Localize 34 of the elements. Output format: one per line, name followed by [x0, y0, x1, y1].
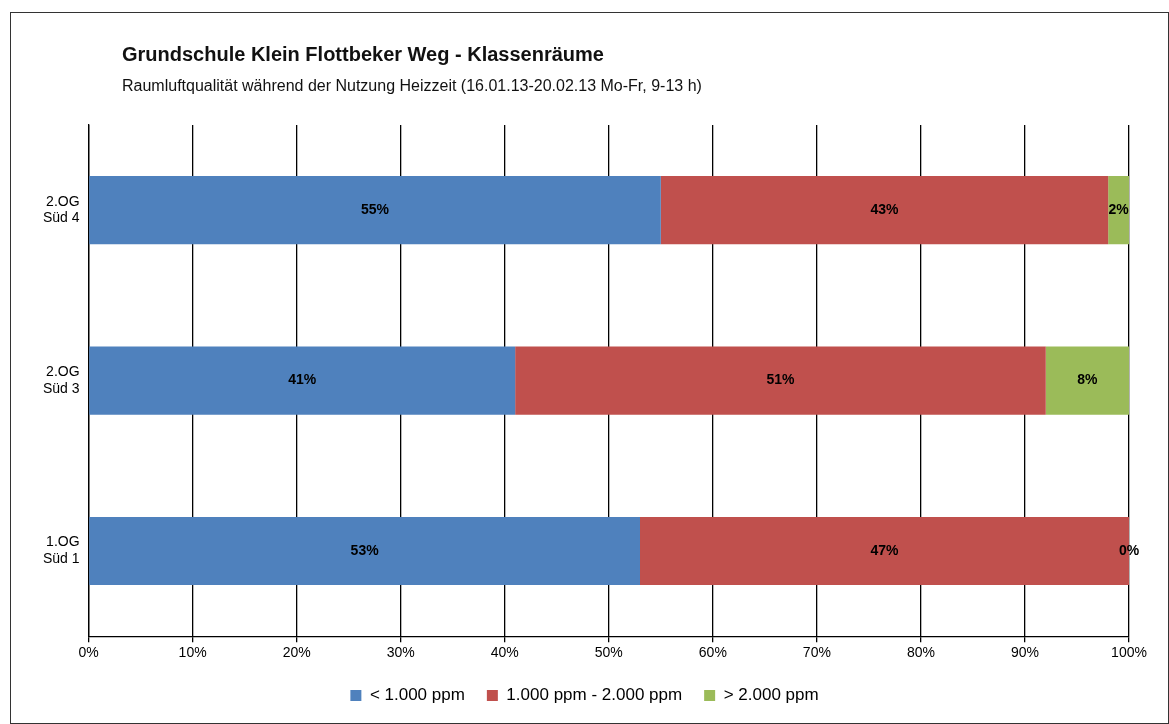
data-label: 53% — [350, 541, 380, 558]
bar — [89, 516, 641, 586]
chart-subtitle: Raumluftqualität während der Nutzung Heizzeit (16.01.13-20.02.13 Mo-Fr, 9-13 h) — [122, 77, 702, 95]
x-tick-label: 100% — [1111, 644, 1147, 661]
bar — [1108, 176, 1129, 245]
legend-label: > 2.000 ppm — [723, 685, 819, 705]
bar — [89, 176, 661, 245]
bar — [1045, 346, 1129, 415]
data-label: 8% — [1077, 371, 1099, 388]
data-label: 43% — [870, 201, 900, 218]
bar — [515, 346, 1046, 415]
bar — [89, 346, 516, 415]
x-tick-label: 50% — [594, 644, 623, 661]
y-tick-label: 2.OG Süd 3 — [42, 363, 80, 396]
bar — [660, 176, 1109, 245]
data-label: 55% — [361, 201, 390, 218]
data-label: 51% — [766, 371, 796, 388]
x-tick-label: 10% — [178, 644, 207, 661]
data-label: 47% — [870, 541, 900, 558]
legend-label: 1.000 ppm - 2.000 ppm — [506, 685, 683, 705]
x-tick-label: 40% — [490, 644, 519, 661]
data-label: 2% — [1108, 201, 1130, 218]
x-tick-label: 90% — [1010, 644, 1039, 661]
y-tick-label: 1.OG Süd 1 — [42, 533, 80, 567]
x-tick-label: 70% — [802, 644, 831, 661]
x-tick-label: 30% — [386, 644, 415, 661]
chart-title: Grundschule Klein Flottbeker Weg - Klassenräume — [122, 43, 604, 66]
x-tick-label: 0% — [78, 644, 99, 661]
x-tick-label: 80% — [906, 644, 935, 661]
legend-label: < 1.000 ppm — [369, 685, 465, 705]
x-tick-label: 20% — [282, 644, 311, 661]
x-tick-label: 60% — [698, 644, 727, 661]
data-label: 41% — [288, 371, 317, 388]
y-tick-label: 2.OG Süd 4 — [42, 192, 80, 226]
